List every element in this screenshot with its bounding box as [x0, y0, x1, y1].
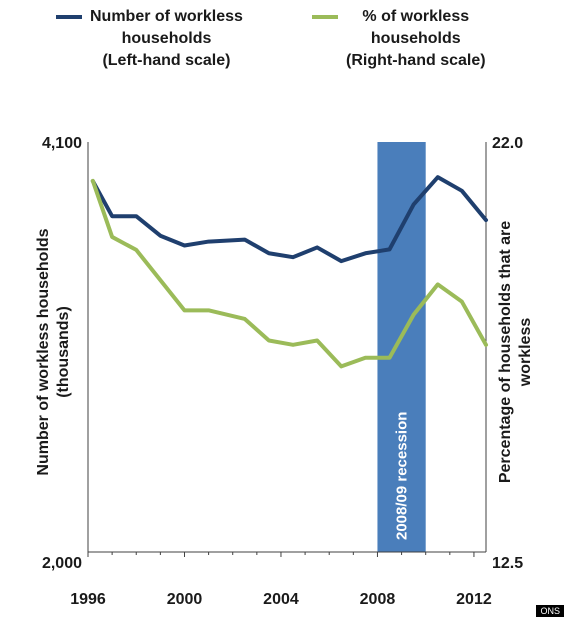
y-right-tick-label: 22.0: [492, 135, 523, 152]
recession-label: 2008/09 recession: [394, 412, 411, 540]
y-left-tick-label: 2,000: [42, 555, 82, 572]
x-tick-label: 1996: [70, 591, 106, 608]
y-left-axis-title: Number of workless households: [35, 228, 52, 475]
legend-line: % of workless: [362, 8, 470, 25]
y-right-axis-title: Percentage of households that are: [497, 221, 514, 483]
legend-label: Number of workless households (Left-hand…: [90, 6, 243, 72]
legend-line: (Right-hand scale): [346, 52, 486, 69]
series-layer: [90, 175, 488, 369]
x-tick-label: 2004: [263, 591, 299, 608]
y-right-axis-title: workless: [517, 318, 534, 388]
x-tick-label: 2000: [167, 591, 203, 608]
y-right-tick-label: 12.5: [492, 555, 523, 572]
legend-swatch-dark-blue: [56, 15, 82, 19]
series-line-percent-workless: [90, 178, 488, 369]
series-line-number-workless: [90, 175, 488, 264]
legend-line: households: [370, 30, 461, 47]
legend-label: % of workless households (Right-hand sca…: [346, 6, 486, 72]
legend-item-number-workless: Number of workless households (Left-hand…: [56, 6, 243, 72]
legend-swatch-green: [312, 15, 338, 19]
ons-badge: ONS: [536, 605, 564, 617]
legend-item-percent-workless: % of workless households (Right-hand sca…: [312, 6, 486, 72]
recession-band: [377, 142, 426, 552]
x-tick-label: 2012: [456, 591, 492, 608]
y-left-tick-label: 4,100: [42, 135, 82, 152]
y-left-axis-title: (thousands): [55, 306, 72, 398]
legend-line: Number of workless: [90, 8, 243, 25]
legend-line: households: [121, 30, 212, 47]
x-tick-label: 2008: [360, 591, 396, 608]
legend-line: (Left-hand scale): [102, 52, 231, 69]
x-tick-labels: 1996 2000 2004 2008 2012: [70, 552, 492, 608]
